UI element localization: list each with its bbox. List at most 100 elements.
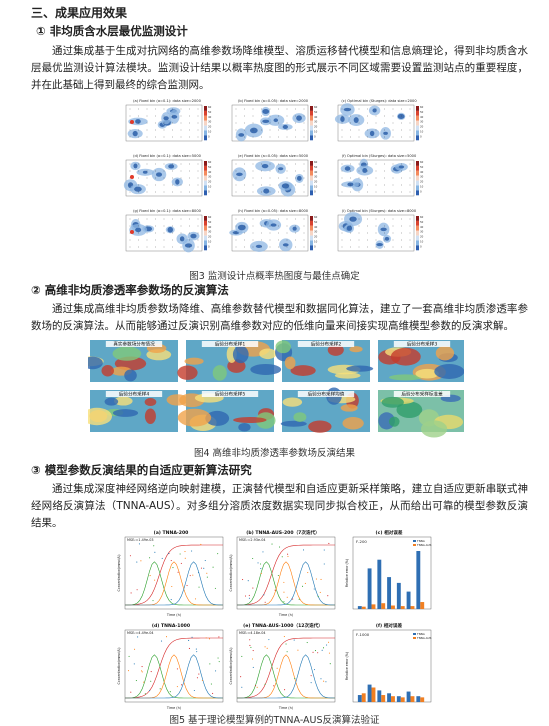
heatmap-core [281, 183, 290, 189]
data-point [260, 573, 262, 575]
grid-dot [189, 191, 190, 193]
data-point [195, 648, 197, 650]
grid-dot [341, 225, 343, 227]
curve-panel-title: (e) TNNA-AUS-1000（12次迭代） [243, 622, 323, 629]
data-point [286, 596, 288, 598]
colorbar-swatch [310, 130, 313, 136]
legend-label: TNNA-AUS [416, 636, 432, 640]
grid-dot [341, 170, 343, 172]
grid-dot [375, 163, 377, 165]
grid-dot [358, 129, 360, 131]
data-point [326, 644, 328, 646]
bar [387, 577, 392, 609]
grid-dot [146, 136, 148, 138]
data-point [133, 648, 136, 650]
grid-dot [138, 184, 139, 186]
field-panel: 后验分布采样1 [177, 340, 282, 382]
grid-dot [155, 191, 156, 193]
grid-dot [146, 122, 148, 124]
grid-dot [409, 163, 411, 165]
grid-dot [358, 239, 360, 241]
grid-dot [367, 177, 368, 179]
grid-dot [235, 184, 237, 186]
grid-dot [189, 115, 190, 117]
grid-dot [252, 232, 254, 234]
grid-dot [235, 163, 237, 165]
data-point [153, 545, 155, 547]
data-point [197, 572, 200, 574]
grid-dot [244, 239, 245, 241]
grid-dot [235, 239, 237, 241]
colorbar-tick: 60 [314, 215, 318, 219]
field-patch [290, 365, 316, 376]
grid-dot [409, 170, 411, 172]
grid-dot [155, 177, 156, 179]
grid-dot [367, 232, 368, 234]
bar [396, 696, 401, 702]
field-patch [124, 369, 137, 382]
data-point [249, 644, 251, 647]
data-point [248, 597, 250, 599]
grid-dot [244, 108, 245, 110]
grid-dot [244, 136, 245, 138]
field-title-bg [393, 391, 451, 397]
colorbar-tick: 10 [314, 185, 318, 189]
field-patch [113, 396, 133, 406]
grid-dot [286, 108, 288, 110]
grid-dot [269, 129, 271, 131]
colorbar-swatch [204, 230, 207, 236]
grid-dot [244, 170, 245, 172]
data-point [170, 599, 172, 601]
field-panel-title: 后验分布采样均值 [308, 391, 345, 398]
sub3-title: ③ 模型参数反演结果的自适应更新算法研究 [31, 463, 252, 477]
figure5-caption: 图5 基于理论模型算例的TNNA-AUS反演算法验证 [169, 715, 380, 726]
grid-dot [392, 225, 394, 227]
data-point [257, 562, 259, 564]
bar [391, 605, 395, 609]
grid-dot [295, 177, 296, 179]
colorbar-swatch [310, 220, 313, 226]
data-point [141, 671, 143, 673]
grid-dot [341, 129, 343, 131]
grid-dot [392, 246, 394, 248]
bar [387, 693, 392, 702]
grid-dot [235, 108, 237, 110]
data-point [206, 576, 208, 578]
data-point [266, 647, 268, 649]
grid-dot [341, 136, 343, 138]
data-point [161, 557, 163, 559]
grid-dot [244, 129, 245, 131]
bar-panel-title: (c) 相对误差 [376, 530, 403, 536]
curve-line [124, 544, 224, 606]
grid-dot [180, 232, 182, 234]
data-point [172, 567, 174, 569]
legend-swatch [413, 633, 416, 635]
colorbar-tick: 10 [420, 185, 424, 189]
data-point [287, 555, 289, 557]
field-panel-title: 真实参数场分布情况 [113, 341, 155, 348]
data-point [284, 689, 286, 691]
field-patch [435, 345, 455, 361]
grid-dot [197, 170, 199, 172]
colorbar-swatch [310, 235, 313, 241]
data-point [168, 553, 170, 555]
field-patch [415, 368, 439, 379]
colorbar-swatch [416, 120, 419, 126]
heatmap-panel: (c) Optimal bin (Sturges): data size=200… [334, 99, 424, 142]
field-patch [184, 357, 204, 365]
colorbar-swatch [204, 180, 207, 186]
field-patch [233, 416, 267, 424]
grid-dot [269, 225, 271, 227]
y-axis-label: Relative error (%) [345, 559, 349, 587]
grid-dot [172, 177, 173, 179]
data-point [188, 639, 190, 642]
grid-dot [367, 225, 368, 227]
grid-dot [303, 184, 305, 186]
grid-dot [197, 129, 199, 131]
grid-dot [295, 108, 296, 110]
grid-dot [350, 129, 351, 131]
grid-dot [180, 191, 182, 193]
grid-dot [384, 177, 385, 179]
grid-dot [278, 218, 279, 220]
